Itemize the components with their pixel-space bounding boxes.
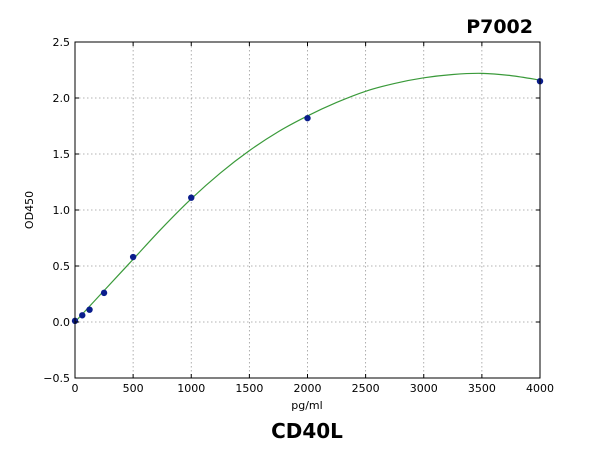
grid bbox=[74, 41, 541, 379]
x-tick-label: 500 bbox=[123, 382, 144, 395]
x-tick-label: 3500 bbox=[468, 382, 496, 395]
y-tick-label: 2.5 bbox=[53, 36, 71, 49]
data-point bbox=[129, 253, 137, 261]
axis-ticks bbox=[74, 41, 541, 379]
data-point bbox=[79, 312, 86, 319]
x-tick-label: 4000 bbox=[526, 382, 554, 395]
data-point bbox=[86, 306, 93, 313]
y-tick-label: 1.5 bbox=[53, 148, 71, 161]
chart-subtitle: CD40L bbox=[271, 419, 343, 443]
x-tick-label: 1000 bbox=[177, 382, 205, 395]
data-points bbox=[71, 78, 544, 325]
tick-labels: 0 500 1000 1500 2000 2500 3000 3500 4000 −0.5 0.0 0… bbox=[43, 36, 554, 395]
x-axis-label: pg/ml bbox=[291, 399, 322, 412]
y-axis-label: OD450 bbox=[23, 191, 36, 229]
y-tick-label: 2.0 bbox=[53, 92, 71, 105]
data-point bbox=[188, 194, 195, 201]
y-tick-label: 0.5 bbox=[53, 260, 71, 273]
x-tick-label: 0 bbox=[72, 382, 79, 395]
x-tick-label: 3000 bbox=[410, 382, 438, 395]
data-point bbox=[304, 114, 311, 122]
x-tick-label: 1500 bbox=[235, 382, 263, 395]
x-tick-label: 2000 bbox=[294, 382, 322, 395]
y-tick-label: 1.0 bbox=[53, 204, 71, 217]
x-tick-label: 2500 bbox=[352, 382, 380, 395]
chart-title: P7002 bbox=[466, 16, 533, 38]
y-tick-label: −0.5 bbox=[43, 372, 70, 385]
data-point bbox=[100, 289, 108, 297]
y-tick-label: 0.0 bbox=[53, 316, 71, 329]
